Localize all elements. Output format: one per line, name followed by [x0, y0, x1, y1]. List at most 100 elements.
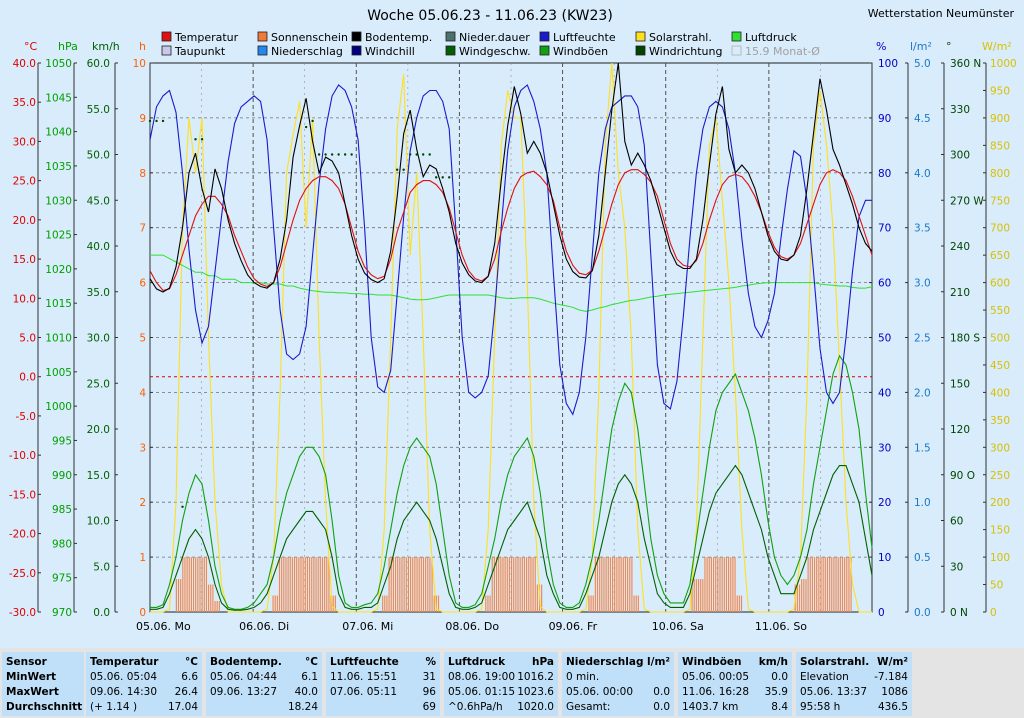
- sunshine-bar: [324, 557, 326, 612]
- tick-label-direction: 180 S: [950, 333, 980, 345]
- legend-swatch: [351, 31, 362, 42]
- legend-label: Luftfeuchte: [553, 31, 616, 44]
- axis-unit-rain: l/m²: [910, 40, 932, 53]
- sunshine-bar: [319, 557, 321, 612]
- sunshine-bar: [394, 557, 397, 612]
- tick-label-rain: 1.5: [914, 442, 931, 454]
- axis-unit-solar: W/m²: [982, 40, 1012, 53]
- sunshine-bar: [523, 557, 526, 612]
- sunshine-bar: [536, 584, 538, 612]
- tick-label-rain: 3.5: [914, 223, 931, 235]
- tick-label-rain: 2.5: [914, 333, 931, 345]
- sunshine-bar: [407, 557, 410, 612]
- sunshine-bar: [326, 557, 328, 612]
- sunshine-bar: [697, 579, 700, 612]
- tick-label-sunshine: 2: [139, 497, 146, 509]
- tick-label-direction: 240: [950, 241, 970, 253]
- sunshine-bar: [177, 579, 180, 612]
- series-line-windböen: [150, 354, 873, 610]
- legend-label: Luftdruck: [745, 31, 797, 44]
- sunshine-bar: [508, 557, 510, 612]
- grid: [150, 63, 872, 612]
- sunshine-bar: [315, 557, 317, 612]
- sunshine-bar: [519, 557, 521, 612]
- sunshine-bar: [728, 557, 730, 612]
- sunshine-bar: [491, 557, 493, 612]
- wind-direction-dot: [200, 138, 204, 141]
- stats-cell-info: 09.06. 14:30: [90, 686, 157, 698]
- sunshine-bar: [712, 557, 715, 612]
- sunshine-bar: [502, 557, 504, 612]
- sunshine-bar: [616, 557, 618, 612]
- wind-direction-dot: [194, 138, 197, 141]
- tick-label-direction: 30: [950, 561, 963, 573]
- sunshine-bar: [605, 557, 607, 612]
- tick-label-pressure: 1030: [45, 195, 72, 207]
- tick-label-solar: 750: [990, 195, 1010, 207]
- tick-label-solar: 700: [990, 223, 1010, 235]
- sunshine-bar: [405, 557, 407, 612]
- wind-direction-dot: [181, 505, 184, 508]
- sunshine-bar: [730, 557, 732, 612]
- tick-label-rain: 4.5: [914, 113, 931, 125]
- sunshine-bar: [500, 557, 502, 612]
- sunshine-bar: [618, 557, 620, 612]
- axis-unit-pressure: hPa: [58, 40, 78, 53]
- tick-label-temp: 25.0: [13, 176, 36, 188]
- stats-column-niederschlag: Niederschlag l/m² 0 min. 05.06. 00:00 0.0 Ges…: [562, 652, 674, 716]
- sunshine-bar: [182, 557, 184, 612]
- chart-title: Woche 05.06.23 - 11.06.23 (KW23): [367, 8, 613, 24]
- stats-cell-value: 35.9: [764, 686, 788, 698]
- tick-label-pressure: 1025: [45, 230, 72, 242]
- tick-label-wind: 60.0: [87, 58, 110, 70]
- tick-label-wind: 15.0: [87, 470, 110, 482]
- x-tick-label: 07.06. Mi: [342, 620, 393, 633]
- sunshine-bar: [719, 557, 721, 612]
- sunshine-bar: [627, 557, 629, 612]
- sunshine-bar: [528, 557, 530, 612]
- sunshine-bar: [180, 579, 182, 612]
- sunshine-bar: [272, 595, 274, 612]
- sunshine-bar: [199, 557, 201, 612]
- sunshine-bar: [399, 557, 401, 612]
- stats-column-luftfeuchte: Luftfeuchte% 11.06. 15:51 31 07.06. 05:11 96…: [326, 652, 440, 716]
- tick-label-direction: 300: [950, 150, 970, 162]
- tick-label-direction: 270 W: [950, 195, 984, 207]
- sunshine-bar: [291, 557, 293, 612]
- tick-label-solar: 800: [990, 168, 1010, 180]
- stats-cell-info: 08.06. 19:00: [448, 671, 515, 683]
- tick-label-temp: 0.0: [19, 372, 36, 384]
- tick-label-sunshine: 8: [139, 168, 146, 180]
- stats-cell-value: -7.184: [874, 671, 908, 683]
- legend-swatch: [635, 45, 646, 56]
- tick-label-solar: 0: [990, 607, 997, 619]
- sunshine-bar: [504, 557, 506, 612]
- tick-label-direction: 90 O: [950, 470, 975, 482]
- tick-label-pressure: 1045: [45, 92, 72, 104]
- wind-direction-dot: [330, 153, 334, 156]
- stats-cell-value: 436.5: [877, 701, 908, 713]
- legend-swatch: [257, 45, 268, 56]
- axes: 05.06. Mo 06.06. Di 07.06. Mi 08.06. Do 09.0…: [9, 40, 1017, 633]
- sunshine-bar: [534, 557, 536, 612]
- series-line-temperatur: [149, 169, 873, 292]
- sunshine-bar: [281, 557, 283, 612]
- series-line-luftfeuchte: [149, 84, 872, 416]
- sunshine-bar: [740, 595, 743, 612]
- tick-label-sunshine: 4: [139, 387, 146, 399]
- tick-label-temp: -10.0: [9, 450, 36, 462]
- tick-label-direction: 330: [950, 104, 970, 116]
- stats-cell-info: 05.06. 04:44: [210, 671, 277, 683]
- sunshine-bar: [435, 595, 437, 612]
- tick-label-direction: 360 N: [950, 58, 981, 70]
- sunshine-bar: [850, 557, 852, 612]
- series-line-bodentemp: [149, 62, 873, 293]
- sunshine-bar: [631, 557, 633, 612]
- legend-label: Windgeschw.: [459, 45, 531, 58]
- sunshine-bar: [715, 557, 717, 612]
- wind-direction-dot: [395, 168, 399, 171]
- stats-cell-info: 95:58 h: [800, 701, 841, 713]
- sunshine-bar: [205, 557, 208, 612]
- sunshine-bar: [388, 557, 390, 612]
- stats-cell-info: (+ 1.14 ): [90, 701, 138, 713]
